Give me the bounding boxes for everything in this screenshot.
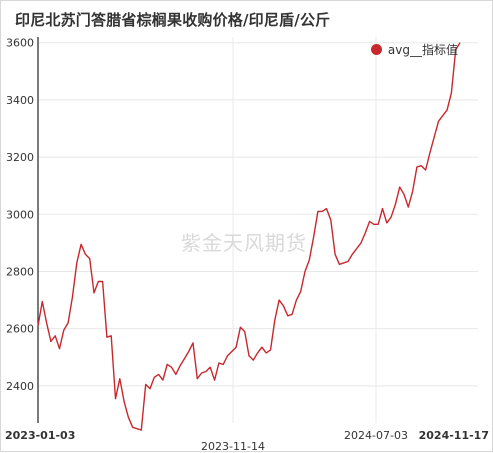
x-tick-label: 2023-11-14 [201, 440, 265, 453]
y-tick-label: 3200 [6, 151, 34, 164]
y-tick-label: 3000 [6, 208, 34, 221]
y-tick-label: 2800 [6, 265, 34, 278]
grid-lines [38, 37, 478, 423]
y-tick-label: 3600 [6, 37, 34, 50]
series-layer [37, 42, 461, 431]
legend-marker [370, 44, 382, 55]
legend-label: avg__指标值 [387, 43, 458, 57]
y-tick-label: 2400 [6, 380, 34, 393]
watermark: 紫金天风期货 [181, 231, 307, 255]
chart-title: 印尼北苏门答腊省棕榈果收购价格/印尼盾/公斤 [15, 11, 331, 29]
x-tick-label: 2024-11-17 [419, 429, 489, 442]
x-tick-label: 2023-01-03 [5, 429, 75, 442]
legend[interactable]: avg__指标值 [370, 41, 458, 58]
y-axis-ticks: 2400 2600 2800 3000 3200 3400 3600 [6, 37, 34, 393]
x-tick-label: 2024-07-03 [344, 429, 408, 442]
series-line-avg[interactable] [37, 42, 461, 431]
y-tick-label: 3400 [6, 94, 34, 107]
y-tick-label: 2600 [6, 323, 34, 336]
x-axis-ticks: 2023-01-03 2023-11-14 2024-07-03 2024-11-17 [5, 429, 489, 453]
